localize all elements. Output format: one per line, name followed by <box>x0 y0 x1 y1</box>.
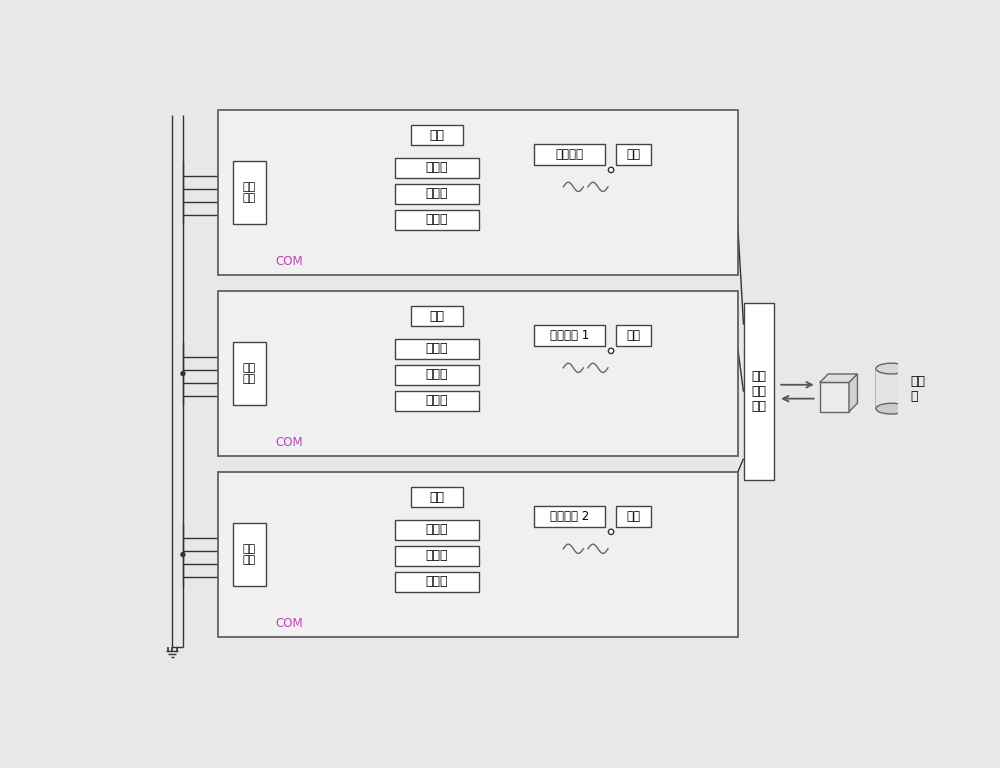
Bar <box>395 572 479 592</box>
Bar <box>395 365 479 385</box>
Ellipse shape <box>876 363 907 374</box>
Text: 可控硅: 可控硅 <box>426 368 448 381</box>
Bar <box>218 110 738 276</box>
Text: 主加热器: 主加热器 <box>555 148 583 161</box>
Circle shape <box>608 348 614 353</box>
Text: COM: COM <box>275 436 303 449</box>
Text: 热偶: 热偶 <box>626 148 640 161</box>
Text: 上位
机: 上位 机 <box>911 375 926 402</box>
Bar <box>820 382 849 412</box>
Bar <box>411 306 463 326</box>
Text: 可控硅: 可控硅 <box>426 575 448 588</box>
Ellipse shape <box>876 403 907 414</box>
Bar <box>534 144 605 165</box>
Text: 温控: 温控 <box>430 310 445 323</box>
Text: 电量
变送: 电量 变送 <box>243 362 256 385</box>
Polygon shape <box>849 374 857 412</box>
Polygon shape <box>820 374 857 382</box>
Circle shape <box>608 167 614 173</box>
Text: COM: COM <box>275 255 303 268</box>
Text: COM: COM <box>275 617 303 630</box>
Circle shape <box>608 529 614 535</box>
Bar <box>395 519 479 540</box>
Bar <box>616 505 651 527</box>
Text: 数据
采集
接口: 数据 采集 接口 <box>751 370 766 413</box>
Bar <box>233 161 266 224</box>
Bar <box>233 342 266 406</box>
Bar <box>395 157 479 177</box>
Bar <box>233 523 266 586</box>
Text: 可控硅: 可控硅 <box>426 187 448 200</box>
Text: 可控硅: 可控硅 <box>426 342 448 355</box>
Text: 可控硅: 可控硅 <box>426 161 448 174</box>
Bar <box>616 144 651 165</box>
Bar <box>395 339 479 359</box>
Text: 可控硅: 可控硅 <box>426 549 448 562</box>
Bar <box>534 325 605 346</box>
Text: 可控硅: 可控硅 <box>426 214 448 227</box>
Bar <box>876 369 907 409</box>
Bar <box>395 391 479 411</box>
Text: 温控: 温控 <box>430 491 445 504</box>
Bar <box>616 325 651 346</box>
Bar <box>395 184 479 204</box>
Text: 可控硅: 可控硅 <box>426 523 448 536</box>
Bar <box>218 472 738 637</box>
Bar <box>411 125 463 145</box>
Text: 辅加热器 1: 辅加热器 1 <box>550 329 589 342</box>
Circle shape <box>180 552 186 558</box>
Bar <box>395 210 479 230</box>
Text: 热偶: 热偶 <box>626 510 640 523</box>
Bar <box>395 546 479 566</box>
Text: 热偶: 热偶 <box>626 329 640 342</box>
Bar <box>411 487 463 507</box>
Circle shape <box>180 371 186 376</box>
Text: 辅加热器 2: 辅加热器 2 <box>550 510 589 523</box>
Bar <box>744 303 774 480</box>
Text: 电量
变送: 电量 变送 <box>243 544 256 565</box>
Text: 可控硅: 可控硅 <box>426 395 448 408</box>
Bar <box>534 505 605 527</box>
Text: 温控: 温控 <box>430 129 445 142</box>
Text: 电量
变送: 电量 变送 <box>243 182 256 204</box>
Bar <box>218 291 738 456</box>
